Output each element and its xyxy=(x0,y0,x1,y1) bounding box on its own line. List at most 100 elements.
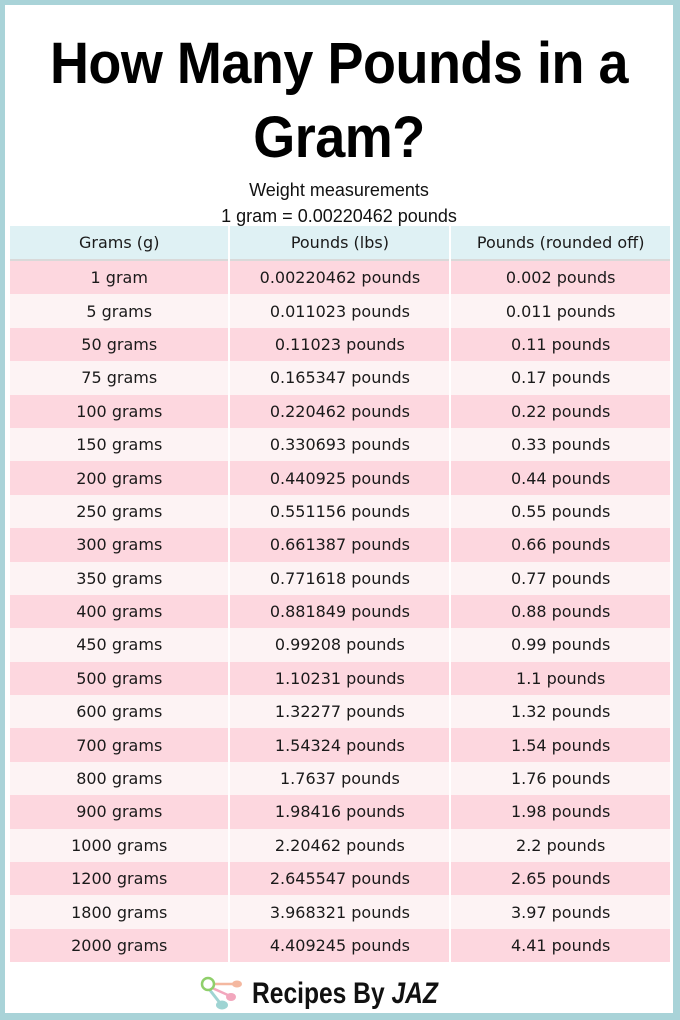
cell-grams: 50 grams xyxy=(10,327,229,362)
cell-pounds: 1.32277 pounds xyxy=(230,695,450,729)
table-row: 100 grams 0.220462 pounds 0.22 pounds xyxy=(10,394,670,428)
table-row: 300 grams 0.661387 pounds 0.66 pounds xyxy=(10,528,670,562)
table-row: 800 grams 1.7637 pounds 1.76 pounds xyxy=(10,761,670,796)
cell-pounds-rounded: 3.97 pounds xyxy=(451,895,670,929)
brand-name: Recipes By JAZ xyxy=(252,977,438,1011)
header-pounds-rounded: Pounds (rounded off) xyxy=(451,226,670,261)
table-row: 450 grams 0.99208 pounds 0.99 pounds xyxy=(10,628,670,662)
header-pounds: Pounds (lbs) xyxy=(230,226,450,261)
table-row: 1000 grams 2.20462 pounds 2.2 pounds xyxy=(10,828,670,863)
table-row: 600 grams 1.32277 pounds 1.32 pounds xyxy=(10,695,670,729)
table-header-row: Grams (g) Pounds (lbs) Pounds (rounded o… xyxy=(10,226,670,261)
cell-grams: 350 grams xyxy=(10,561,229,595)
cell-grams: 5 grams xyxy=(10,294,229,328)
table-row: 1 gram 0.00220462 pounds 0.002 pounds xyxy=(10,261,670,295)
table-row: 5 grams 0.011023 pounds 0.011 pounds xyxy=(10,294,670,328)
cell-pounds-rounded: 0.33 pounds xyxy=(451,427,670,462)
cell-pounds-rounded: 2.2 pounds xyxy=(451,828,670,863)
cell-pounds: 0.011023 pounds xyxy=(230,294,450,328)
cell-pounds: 0.220462 pounds xyxy=(230,394,450,428)
cell-pounds: 1.98416 pounds xyxy=(230,795,450,829)
cell-pounds: 0.11023 pounds xyxy=(230,327,450,362)
table-row: 150 grams 0.330693 pounds 0.33 pounds xyxy=(10,427,670,462)
table-row: 50 grams 0.11023 pounds 0.11 pounds xyxy=(10,327,670,362)
table-row: 75 grams 0.165347 pounds 0.17 pounds xyxy=(10,361,670,395)
cell-grams: 700 grams xyxy=(10,728,229,762)
cell-grams: 2000 grams xyxy=(10,928,229,963)
table-row: 500 grams 1.10231 pounds 1.1 pounds xyxy=(10,661,670,696)
table-row: 900 grams 1.98416 pounds 1.98 pounds xyxy=(10,795,670,829)
cell-pounds: 0.330693 pounds xyxy=(230,427,450,462)
table-row: 200 grams 0.440925 pounds 0.44 pounds xyxy=(10,461,670,495)
cell-pounds-rounded: 0.17 pounds xyxy=(451,361,670,395)
header-grams: Grams (g) xyxy=(10,226,229,261)
cell-pounds: 0.440925 pounds xyxy=(230,461,450,495)
cell-pounds-rounded: 0.011 pounds xyxy=(451,294,670,328)
table-row: 1200 grams 2.645547 pounds 2.65 pounds xyxy=(10,862,670,896)
cell-pounds: 0.165347 pounds xyxy=(230,361,450,395)
cell-grams: 400 grams xyxy=(10,594,229,629)
conversion-table: Grams (g) Pounds (lbs) Pounds (rounded o… xyxy=(8,226,672,963)
table-row: 350 grams 0.771618 pounds 0.77 pounds xyxy=(10,561,670,595)
cell-pounds: 0.661387 pounds xyxy=(230,528,450,562)
subtitle-weight-measurements: Weight measurements xyxy=(249,180,429,200)
cell-pounds: 0.551156 pounds xyxy=(230,494,450,529)
cell-pounds: 0.881849 pounds xyxy=(230,594,450,629)
cell-pounds-rounded: 0.22 pounds xyxy=(451,394,670,428)
subtitle-conversion-factor: 1 gram = 0.00220462 pounds xyxy=(221,206,457,226)
title-line-1: How Many Pounds in a xyxy=(49,31,629,96)
cell-pounds-rounded: 0.99 pounds xyxy=(451,628,670,662)
table-row: 250 grams 0.551156 pounds 0.55 pounds xyxy=(10,494,670,529)
cell-grams: 600 grams xyxy=(10,695,229,729)
table-row: 2000 grams 4.409245 pounds 4.41 pounds xyxy=(10,928,670,963)
cell-pounds: 2.645547 pounds xyxy=(230,862,450,896)
title-line-2: Gram? xyxy=(253,105,425,170)
infographic-frame: How Many Pounds in a Gram? Weight measur… xyxy=(5,5,673,1013)
cell-pounds: 2.20462 pounds xyxy=(230,828,450,863)
cell-pounds-rounded: 1.54 pounds xyxy=(451,728,670,762)
cell-grams: 450 grams xyxy=(10,628,229,662)
cell-pounds: 0.771618 pounds xyxy=(230,561,450,595)
cell-pounds-rounded: 1.76 pounds xyxy=(451,761,670,796)
cell-pounds: 1.10231 pounds xyxy=(230,661,450,696)
cell-grams: 1 gram xyxy=(10,261,229,295)
cell-pounds-rounded: 1.32 pounds xyxy=(451,695,670,729)
cell-pounds: 1.7637 pounds xyxy=(230,761,450,796)
cell-pounds: 0.99208 pounds xyxy=(230,628,450,662)
cell-grams: 800 grams xyxy=(10,761,229,796)
cell-grams: 150 grams xyxy=(10,427,229,462)
cell-pounds-rounded: 0.002 pounds xyxy=(451,261,670,295)
cell-pounds-rounded: 0.55 pounds xyxy=(451,494,670,529)
cell-pounds-rounded: 0.77 pounds xyxy=(451,561,670,595)
cell-pounds: 4.409245 pounds xyxy=(230,928,450,963)
cell-grams: 1800 grams xyxy=(10,895,229,929)
cell-pounds: 0.00220462 pounds xyxy=(230,261,450,295)
cell-grams: 300 grams xyxy=(10,528,229,562)
cell-pounds-rounded: 4.41 pounds xyxy=(451,928,670,963)
cell-grams: 250 grams xyxy=(10,494,229,529)
brand-name-main: Recipes By xyxy=(251,977,392,1010)
cell-grams: 1200 grams xyxy=(10,862,229,896)
cell-pounds-rounded: 1.1 pounds xyxy=(451,661,670,696)
measuring-spoons-icon xyxy=(200,972,244,1017)
table-row: 700 grams 1.54324 pounds 1.54 pounds xyxy=(10,728,670,762)
cell-pounds-rounded: 0.11 pounds xyxy=(451,327,670,362)
brand-name-italic: JAZ xyxy=(391,977,438,1010)
cell-pounds-rounded: 0.44 pounds xyxy=(451,461,670,495)
cell-pounds: 3.968321 pounds xyxy=(230,895,450,929)
cell-pounds-rounded: 1.98 pounds xyxy=(451,795,670,829)
cell-grams: 900 grams xyxy=(10,795,229,829)
cell-grams: 1000 grams xyxy=(10,828,229,863)
page-title: How Many Pounds in a Gram? xyxy=(28,27,649,175)
table-row: 1800 grams 3.968321 pounds 3.97 pounds xyxy=(10,895,670,929)
cell-pounds-rounded: 0.66 pounds xyxy=(451,528,670,562)
cell-pounds-rounded: 2.65 pounds xyxy=(451,862,670,896)
cell-pounds: 1.54324 pounds xyxy=(230,728,450,762)
cell-grams: 200 grams xyxy=(10,461,229,495)
cell-grams: 100 grams xyxy=(10,394,229,428)
cell-grams: 500 grams xyxy=(10,661,229,696)
cell-grams: 75 grams xyxy=(10,361,229,395)
table-body: 1 gram 0.00220462 pounds 0.002 pounds 5 gra… xyxy=(10,261,670,963)
cell-pounds-rounded: 0.88 pounds xyxy=(451,594,670,629)
brand-footer: Recipes By JAZ xyxy=(5,971,673,1017)
